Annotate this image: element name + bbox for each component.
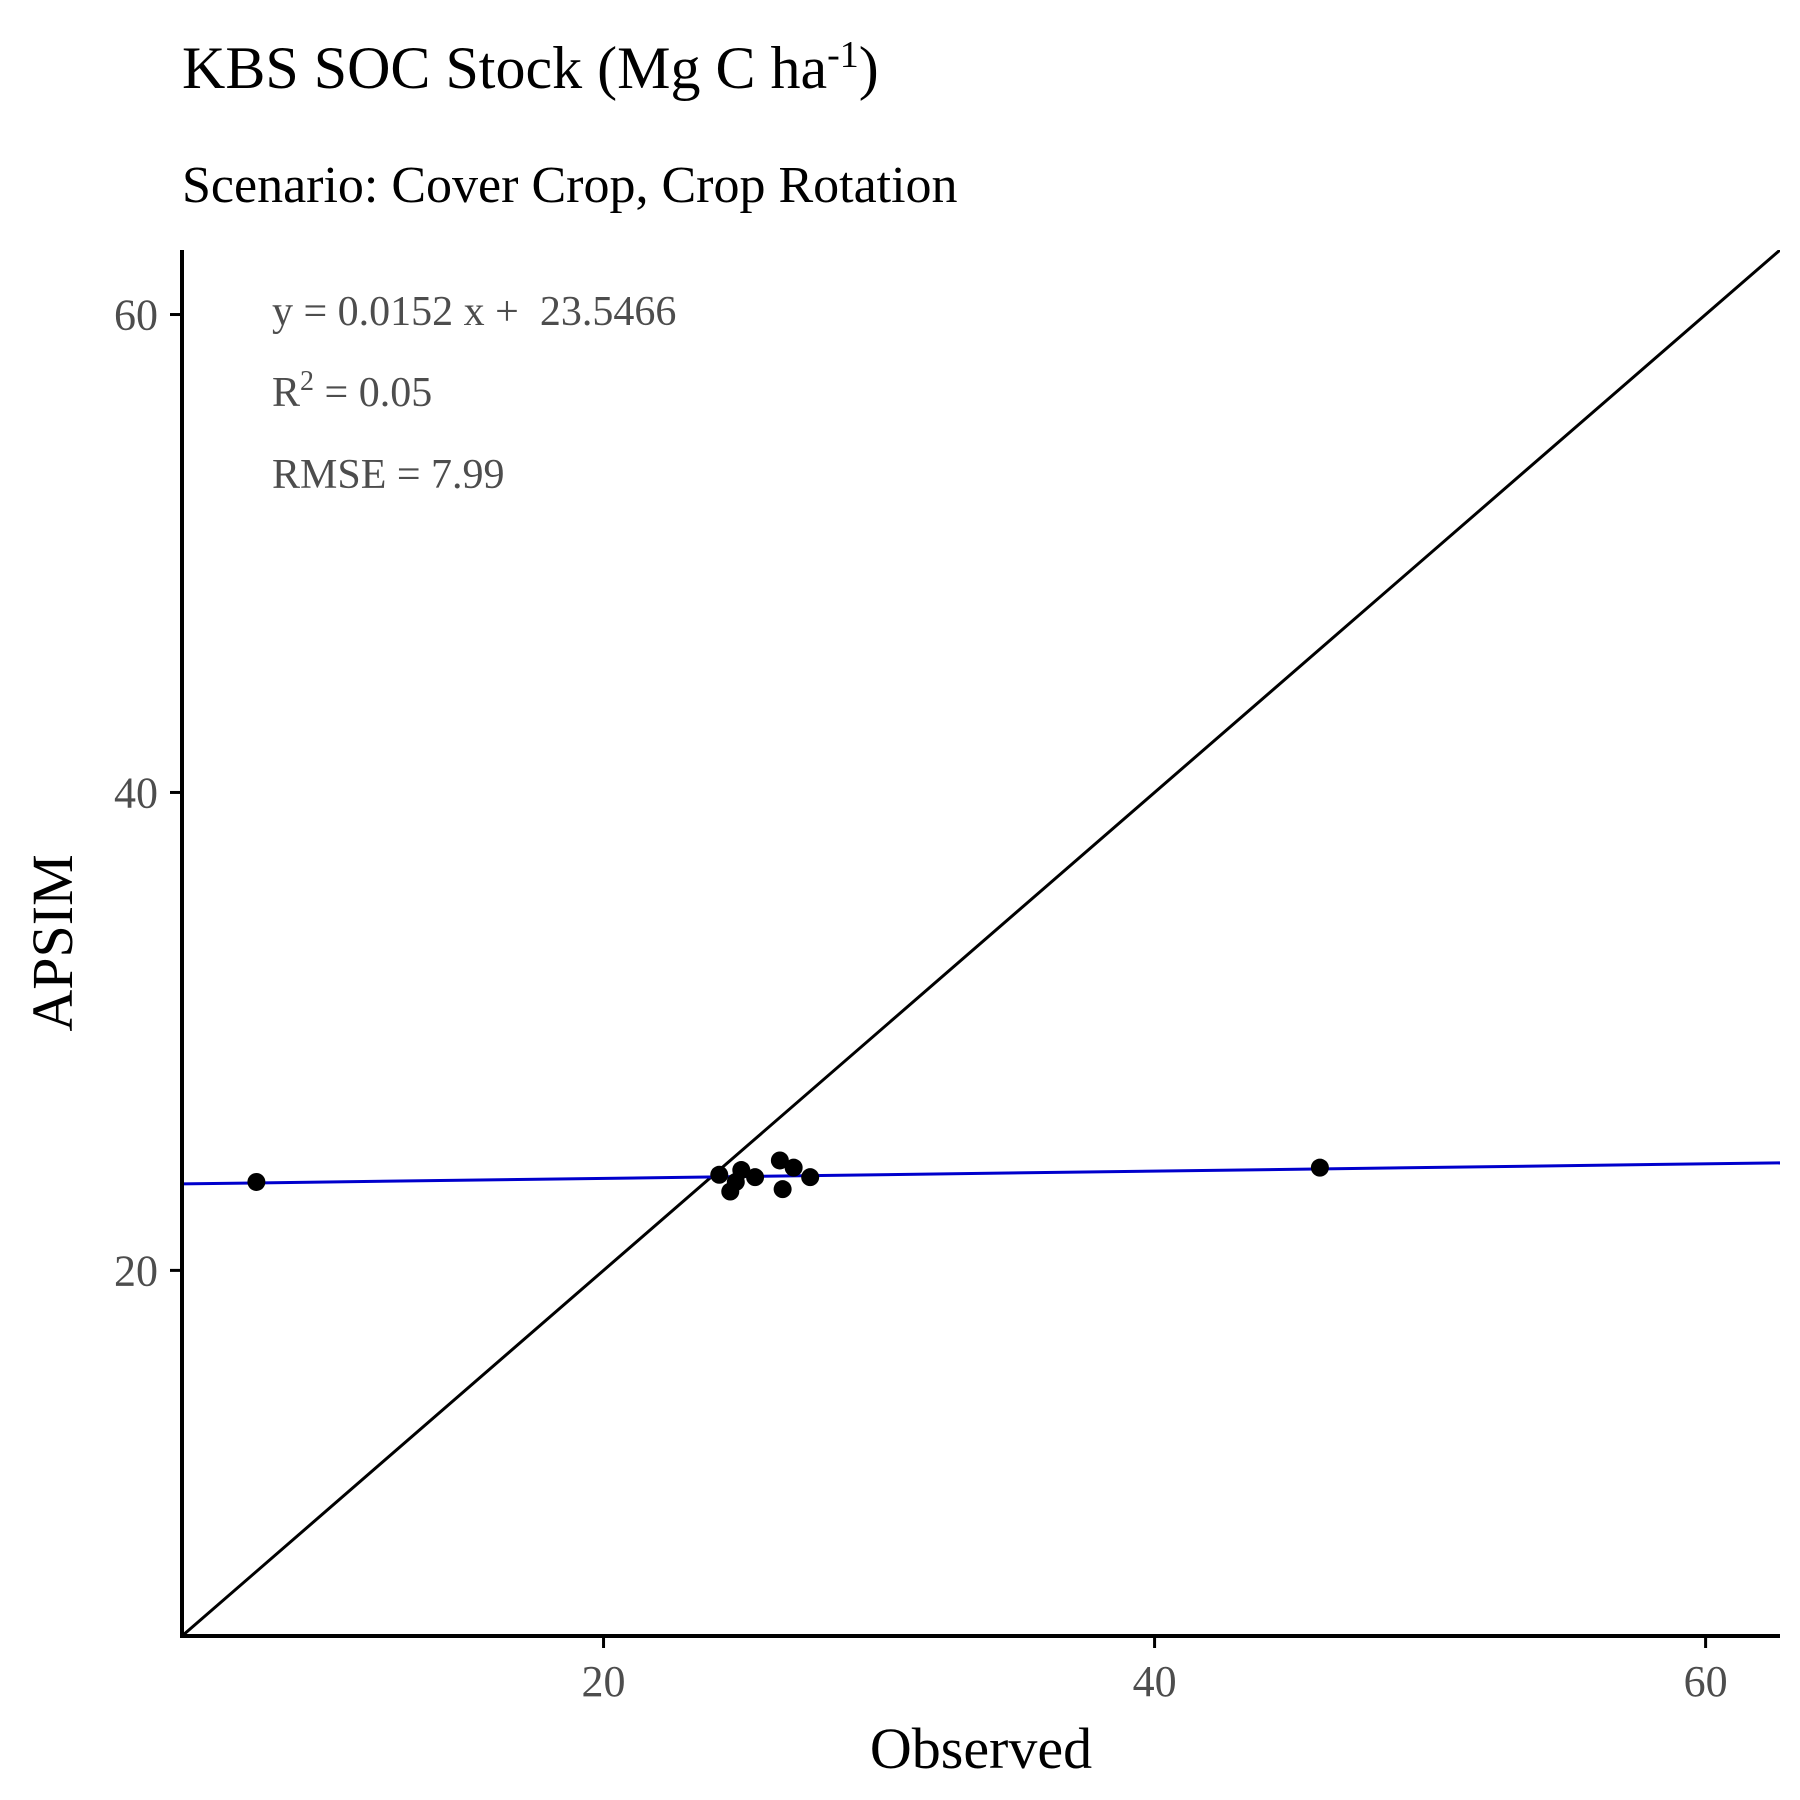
- r-squared-superscript: 2: [300, 366, 314, 397]
- data-point-5: [732, 1161, 751, 1180]
- regression-equation: y = 0.0152 x + 23.5466: [272, 289, 676, 335]
- chart-title-close: ): [858, 35, 879, 101]
- data-point-7: [770, 1151, 789, 1170]
- r-squared-prefix: R: [272, 370, 300, 416]
- chart-title-superscript: -1: [827, 34, 859, 76]
- data-point-6: [746, 1168, 765, 1187]
- y-tick-label-20: 20: [114, 1246, 158, 1295]
- data-point-2: [710, 1165, 729, 1184]
- chart-title-main: KBS SOC Stock (Mg C ha: [182, 35, 828, 101]
- data-point-1: [247, 1172, 266, 1191]
- data-point-9: [784, 1158, 803, 1177]
- x-axis-label: Observed: [870, 1716, 1092, 1781]
- x-tick-label-40: 40: [1133, 1657, 1177, 1706]
- y-axis-ticks: 20 40 60: [114, 291, 182, 1295]
- identity-line: [182, 250, 1780, 1636]
- points-layer: [247, 1151, 1329, 1201]
- x-tick-label-20: 20: [582, 1657, 626, 1706]
- r-squared-annotation: R2 = 0.05: [272, 366, 432, 416]
- y-axis-label: APSIM: [20, 854, 85, 1031]
- data-point-8: [773, 1180, 792, 1199]
- chart-title: KBS SOC Stock (Mg C ha-1): [182, 35, 879, 101]
- x-axis-ticks: 20 40 60: [582, 1636, 1728, 1706]
- y-tick-label-60: 60: [114, 291, 158, 340]
- r-squared-value: = 0.05: [314, 370, 432, 416]
- rmse-annotation: RMSE = 7.99: [272, 452, 505, 498]
- chart-subtitle: Scenario: Cover Crop, Crop Rotation: [182, 157, 958, 214]
- data-point-10: [801, 1168, 820, 1187]
- x-tick-label-60: 60: [1684, 1657, 1728, 1706]
- data-point-11: [1310, 1158, 1329, 1177]
- regression-line: [182, 1161, 1780, 1186]
- y-tick-label-40: 40: [114, 768, 158, 817]
